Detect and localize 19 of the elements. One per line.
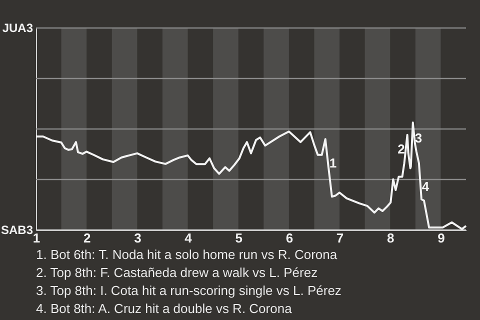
annotation: 3: [414, 130, 422, 146]
ref-line-label: JUA3: [2, 21, 34, 35]
x-tick-label: 6: [286, 230, 294, 246]
text: 1. Bot 6th: T. Noda hit a solo home run vs R. Corona: [36, 247, 338, 262]
text: 2. Top 8th: F. Castañeda drew a walk vs L. Pérez: [36, 265, 318, 280]
x-tick-label: 8: [387, 230, 394, 246]
annotation: 2: [398, 141, 405, 156]
x-tick-label: 7: [336, 230, 344, 246]
text: 4. Bot 8th: A. Cruz hit a double vs R. Corona: [36, 301, 293, 316]
x-tick-label: 4: [184, 230, 193, 246]
x-tick-label: 3: [134, 230, 142, 246]
ref-line-label: SAB3: [0, 223, 34, 237]
x-tick-label: 1: [32, 230, 40, 246]
x-tick-label: 9: [438, 230, 445, 246]
x-tick-label: 2: [83, 230, 91, 246]
annotation: 1: [329, 155, 337, 170]
annotation: 4: [422, 179, 430, 194]
x-tick-label: 5: [235, 230, 242, 246]
text: 3. Top 8th: I. Cota hit a run-scoring single vs L. Pérez: [36, 283, 342, 298]
